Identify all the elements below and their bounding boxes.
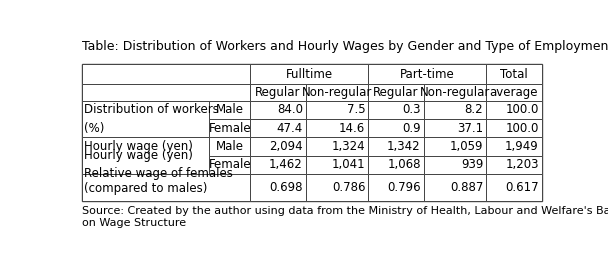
Bar	[209, 137, 250, 155]
Bar	[209, 119, 250, 137]
Bar	[81, 137, 209, 174]
Text: 939: 939	[461, 158, 483, 171]
Text: 47.4: 47.4	[277, 122, 303, 135]
Bar	[81, 174, 250, 201]
Text: Hourly wage (yen): Hourly wage (yen)	[84, 149, 193, 162]
Bar	[368, 64, 486, 84]
Bar	[306, 137, 368, 155]
Bar	[486, 155, 542, 174]
Bar	[81, 101, 209, 137]
Bar	[306, 174, 368, 201]
Bar	[486, 119, 542, 137]
Text: 1,342: 1,342	[387, 140, 421, 153]
Bar	[250, 64, 368, 84]
Text: Hourly wage (yen): Hourly wage (yen)	[84, 140, 193, 153]
Text: (%): (%)	[84, 122, 105, 135]
Bar	[424, 137, 486, 155]
Bar	[250, 84, 306, 101]
Text: Fulltime: Fulltime	[286, 68, 333, 81]
Text: 0.698: 0.698	[269, 181, 303, 194]
Text: 1,324: 1,324	[332, 140, 365, 153]
Bar	[368, 137, 424, 155]
Bar	[368, 101, 424, 119]
Bar	[486, 137, 542, 155]
Bar	[424, 119, 486, 137]
Text: 2,094: 2,094	[269, 140, 303, 153]
Bar	[81, 64, 542, 201]
Bar	[209, 101, 250, 119]
Bar	[306, 84, 368, 101]
Text: Part-time: Part-time	[400, 68, 455, 81]
Text: Female: Female	[209, 158, 251, 171]
Text: 37.1: 37.1	[457, 122, 483, 135]
Bar	[486, 174, 542, 201]
Bar	[424, 155, 486, 174]
Text: 1,059: 1,059	[450, 140, 483, 153]
Text: 0.796: 0.796	[387, 181, 421, 194]
Bar	[486, 101, 542, 119]
Bar	[209, 155, 250, 174]
Text: Female: Female	[209, 122, 251, 135]
Text: Relative wage of females
(compared to males): Relative wage of females (compared to ma…	[84, 167, 233, 195]
Text: 0.9: 0.9	[402, 122, 421, 135]
Text: 0.617: 0.617	[505, 181, 539, 194]
Bar	[250, 137, 306, 155]
Text: 1,462: 1,462	[269, 158, 303, 171]
Text: 0.3: 0.3	[402, 104, 421, 116]
Text: Male: Male	[216, 104, 244, 116]
Bar	[368, 84, 424, 101]
Text: 1,949: 1,949	[505, 140, 539, 153]
Text: 14.6: 14.6	[339, 122, 365, 135]
Text: 1,068: 1,068	[387, 158, 421, 171]
Text: Male: Male	[216, 140, 244, 153]
Bar	[368, 119, 424, 137]
Text: 1,041: 1,041	[332, 158, 365, 171]
Bar	[368, 155, 424, 174]
Bar	[424, 84, 486, 101]
Bar	[306, 119, 368, 137]
Bar	[306, 101, 368, 119]
Text: Regular: Regular	[373, 86, 419, 99]
Bar	[81, 84, 250, 101]
Bar	[306, 155, 368, 174]
Text: 0.786: 0.786	[332, 181, 365, 194]
Bar	[250, 174, 306, 201]
Bar	[368, 174, 424, 201]
Text: Distribution of workers: Distribution of workers	[84, 104, 219, 116]
Text: 100.0: 100.0	[505, 122, 539, 135]
Bar	[486, 64, 542, 84]
Bar	[424, 174, 486, 201]
Text: 7.5: 7.5	[347, 104, 365, 116]
Text: 84.0: 84.0	[277, 104, 303, 116]
Text: Regular: Regular	[255, 86, 300, 99]
Text: 0.887: 0.887	[450, 181, 483, 194]
Bar	[424, 101, 486, 119]
Bar	[250, 119, 306, 137]
Bar	[250, 155, 306, 174]
Bar	[486, 84, 542, 101]
Text: Total: Total	[500, 68, 528, 81]
Text: Non-regular: Non-regular	[302, 86, 372, 99]
Text: 1,203: 1,203	[505, 158, 539, 171]
Text: Non-regular: Non-regular	[420, 86, 490, 99]
Text: Source: Created by the author using data from the Ministry of Health, Labour and: Source: Created by the author using data…	[81, 206, 608, 228]
Text: Table: Distribution of Workers and Hourly Wages by Gender and Type of Employment: Table: Distribution of Workers and Hourl…	[81, 40, 608, 52]
Text: 100.0: 100.0	[505, 104, 539, 116]
Bar	[81, 64, 250, 84]
Text: 8.2: 8.2	[465, 104, 483, 116]
Text: average: average	[489, 86, 538, 99]
Bar	[250, 101, 306, 119]
